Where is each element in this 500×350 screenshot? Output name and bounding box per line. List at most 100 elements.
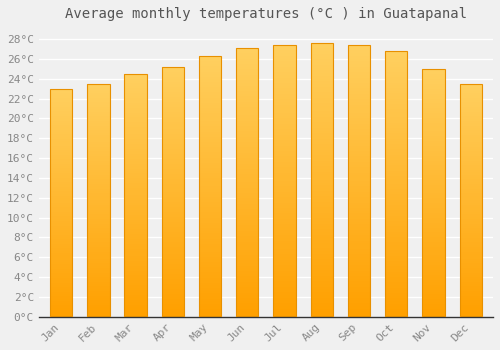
Bar: [162, 97, 184, 99]
Bar: [274, 200, 295, 203]
Bar: [422, 69, 444, 317]
Bar: [124, 263, 147, 266]
Bar: [50, 310, 72, 312]
Bar: [422, 255, 444, 257]
Bar: [460, 186, 482, 189]
Bar: [124, 120, 147, 122]
Bar: [422, 161, 444, 163]
Bar: [199, 98, 222, 100]
Bar: [162, 114, 184, 117]
Bar: [50, 228, 72, 230]
Bar: [50, 248, 72, 251]
Bar: [199, 184, 222, 186]
Bar: [236, 258, 258, 260]
Bar: [274, 75, 295, 78]
Bar: [422, 245, 444, 247]
Bar: [422, 232, 444, 235]
Bar: [460, 308, 482, 310]
Bar: [310, 240, 333, 243]
Bar: [310, 210, 333, 213]
Bar: [460, 163, 482, 165]
Bar: [87, 210, 110, 212]
Bar: [162, 227, 184, 229]
Bar: [87, 308, 110, 310]
Bar: [348, 219, 370, 222]
Bar: [385, 83, 407, 85]
Bar: [87, 84, 110, 317]
Bar: [199, 176, 222, 178]
Bar: [422, 123, 444, 126]
Bar: [199, 61, 222, 64]
Bar: [124, 271, 147, 273]
Bar: [460, 102, 482, 105]
Bar: [199, 139, 222, 142]
Bar: [348, 178, 370, 181]
Bar: [162, 134, 184, 137]
Bar: [87, 102, 110, 105]
Bar: [162, 104, 184, 107]
Bar: [87, 284, 110, 287]
Bar: [348, 56, 370, 58]
Bar: [236, 231, 258, 233]
Bar: [162, 307, 184, 309]
Bar: [460, 119, 482, 121]
Bar: [422, 84, 444, 86]
Bar: [422, 280, 444, 282]
Bar: [236, 274, 258, 276]
Bar: [87, 219, 110, 221]
Bar: [348, 170, 370, 173]
Bar: [162, 232, 184, 234]
Bar: [422, 240, 444, 243]
Bar: [348, 254, 370, 257]
Bar: [199, 220, 222, 223]
Bar: [422, 89, 444, 91]
Bar: [50, 237, 72, 239]
Bar: [460, 170, 482, 172]
Bar: [385, 218, 407, 221]
Bar: [50, 166, 72, 168]
Bar: [274, 211, 295, 214]
Bar: [199, 121, 222, 124]
Bar: [87, 231, 110, 233]
Bar: [236, 118, 258, 120]
Bar: [460, 149, 482, 151]
Bar: [385, 88, 407, 91]
Bar: [385, 162, 407, 165]
Bar: [236, 268, 258, 271]
Bar: [124, 142, 147, 144]
Bar: [274, 45, 295, 317]
Bar: [460, 294, 482, 296]
Bar: [236, 136, 258, 139]
Bar: [162, 294, 184, 297]
Bar: [310, 199, 333, 202]
Bar: [124, 295, 147, 298]
Bar: [50, 239, 72, 241]
Bar: [310, 163, 333, 166]
Bar: [274, 126, 295, 129]
Bar: [236, 263, 258, 266]
Bar: [236, 123, 258, 126]
Bar: [124, 215, 147, 217]
Bar: [274, 254, 295, 257]
Bar: [348, 186, 370, 189]
Bar: [50, 155, 72, 157]
Bar: [274, 281, 295, 284]
Bar: [124, 88, 147, 91]
Bar: [310, 43, 333, 46]
Bar: [385, 139, 407, 141]
Bar: [199, 275, 222, 278]
Bar: [348, 45, 370, 48]
Bar: [199, 56, 222, 317]
Bar: [50, 191, 72, 194]
Bar: [199, 186, 222, 189]
Bar: [50, 132, 72, 134]
Bar: [199, 152, 222, 155]
Bar: [274, 238, 295, 241]
Bar: [87, 133, 110, 135]
Bar: [199, 147, 222, 150]
Bar: [385, 96, 407, 99]
Bar: [124, 188, 147, 190]
Bar: [162, 137, 184, 139]
Bar: [460, 226, 482, 228]
Bar: [310, 84, 333, 87]
